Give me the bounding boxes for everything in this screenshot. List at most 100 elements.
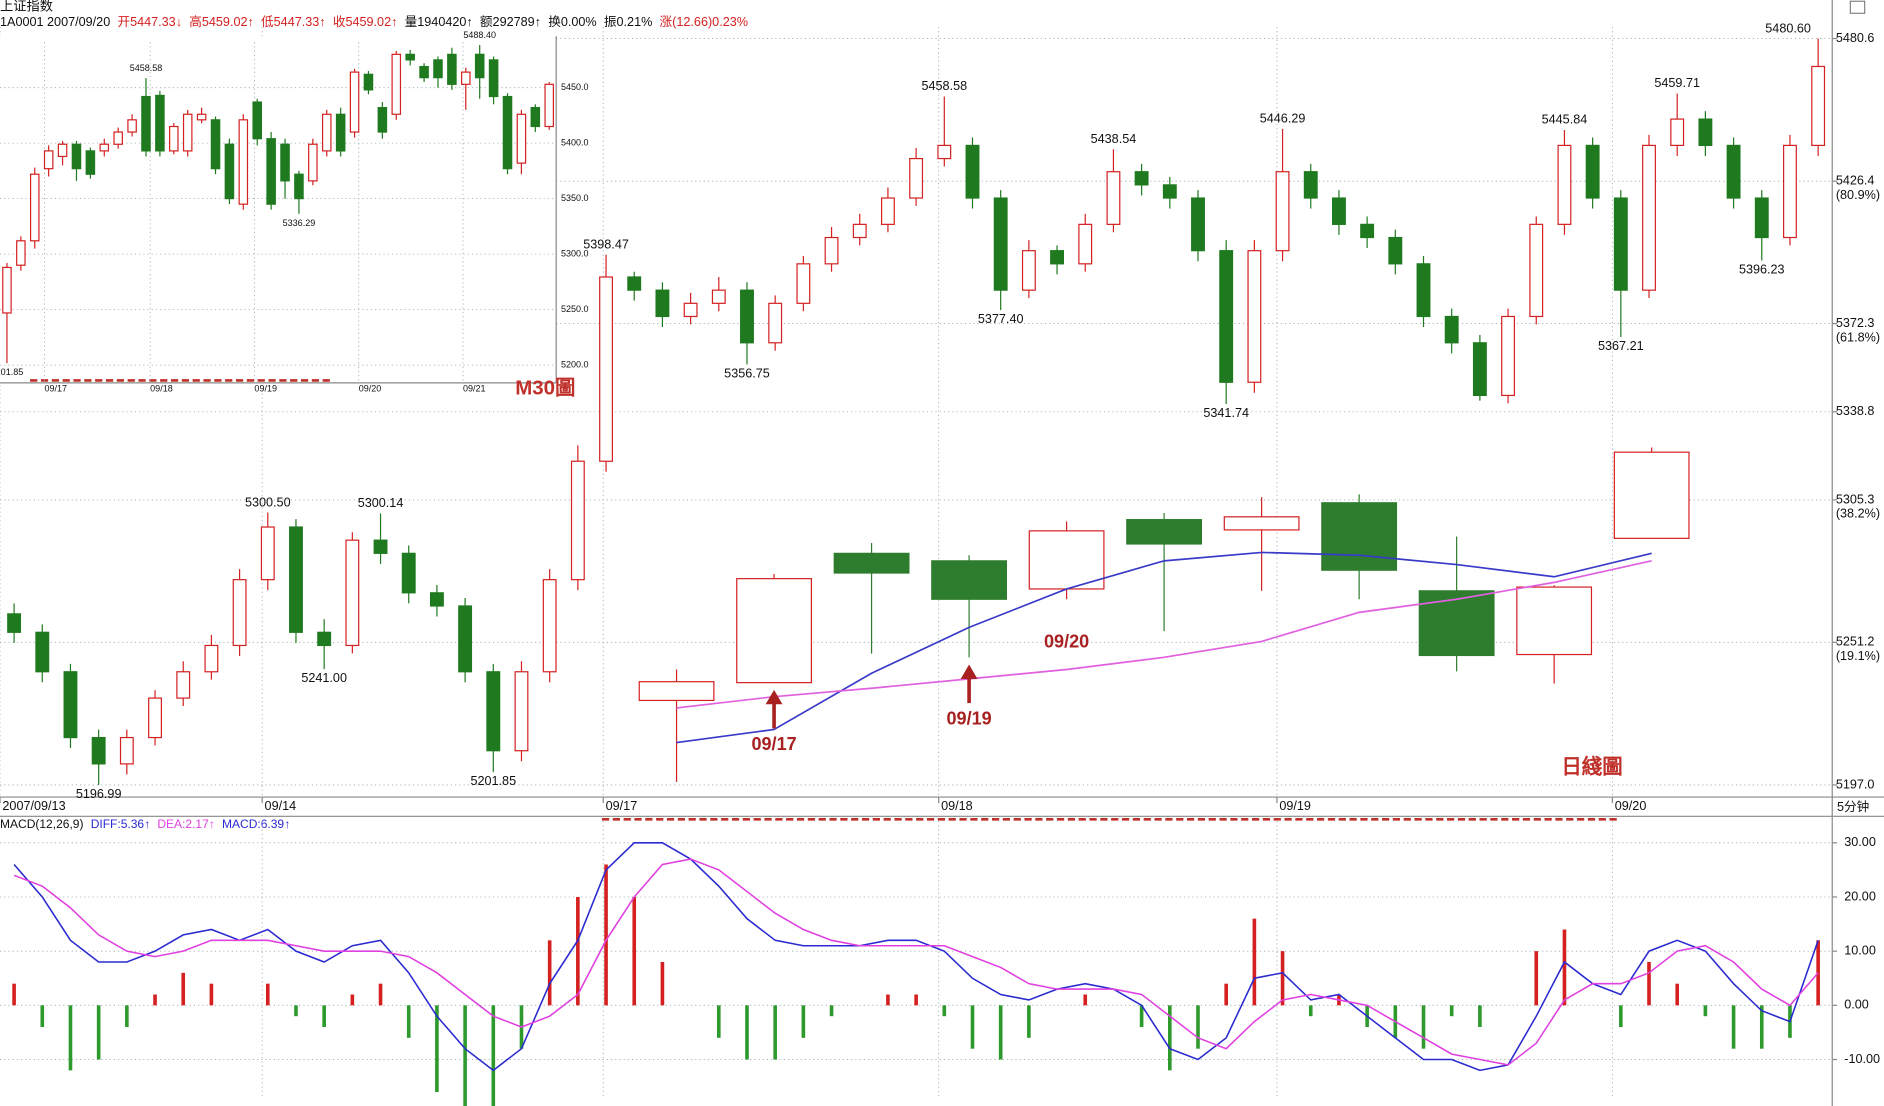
candle-body [308, 143, 318, 182]
daily-inset: 09/17 09/19 09/20 日綫圖 [638, 447, 1690, 782]
candle-body [99, 143, 110, 152]
macd-bar [1449, 1005, 1454, 1017]
macd-line [13, 858, 1819, 1066]
candle-body [266, 138, 276, 205]
candle-body [63, 671, 78, 739]
price-annotation: 5201.85 [0, 367, 23, 377]
macd-bar [1703, 1005, 1708, 1017]
candle-body [1126, 519, 1203, 545]
candle-body [1360, 223, 1375, 239]
macd-bar [1139, 1005, 1144, 1028]
y-tick-note: (38.2%) [1836, 507, 1880, 521]
macd-bar [153, 994, 157, 1006]
candle-body [1642, 144, 1656, 291]
candle-body [1501, 315, 1516, 397]
inset-title: M30圖 [515, 376, 575, 399]
y-tick-label: 30.00 [1844, 835, 1876, 849]
macd-bar [1168, 1005, 1172, 1071]
y-tick-label: 5250.0 [561, 304, 589, 314]
macd-bar [1816, 940, 1820, 1006]
candle-body [1303, 171, 1318, 199]
candle-body [1331, 197, 1346, 225]
macd-bar [378, 983, 383, 1006]
candle-body [419, 65, 429, 79]
candle-body [768, 302, 783, 344]
candle-body [289, 526, 303, 633]
price-annotation: 5356.75 [724, 366, 770, 380]
candle-body [1754, 197, 1769, 239]
candle-body [1444, 315, 1459, 344]
header-item: 高5459.02↑ [189, 14, 254, 29]
macd-bar [406, 1005, 411, 1038]
price-annotation: 5196.99 [76, 787, 122, 801]
macd-panel: MACD(12,26,9) DIFF:5.36↑ DEA:2.17↑ MACD:6.3… [0, 817, 1880, 1106]
x-tick-label: 09/19 [1279, 799, 1311, 813]
candle-body [1516, 586, 1593, 656]
candle-body [824, 236, 839, 265]
candle-body [391, 53, 402, 115]
candle-body [1670, 118, 1685, 147]
candle-body [1472, 342, 1487, 397]
inset-title: 日綫圖 [1561, 755, 1622, 779]
candle-body [655, 289, 670, 318]
candle-body [373, 539, 388, 554]
candle-body [321, 113, 332, 152]
x-tick-label: 09/19 [254, 383, 277, 393]
candle-body [119, 736, 134, 765]
candle-body [1613, 197, 1628, 291]
header-title: 上证指数 [0, 0, 53, 14]
candle-body [433, 59, 443, 79]
candle-body [91, 736, 106, 765]
price-annotation: 5367.21 [1598, 339, 1644, 353]
y-tick-label: 5480.6 [1836, 31, 1875, 45]
candle-body [85, 150, 96, 175]
macd-bar [12, 983, 16, 1006]
candle-body [317, 631, 332, 647]
candle-body [345, 539, 360, 647]
macd-bar [322, 1005, 326, 1028]
candle-body [429, 592, 444, 607]
candle-body [405, 53, 415, 61]
inset-background [0, 36, 557, 386]
window-icon[interactable] [1849, 0, 1866, 14]
y-tick-label: 5305.3 [1836, 492, 1875, 506]
price-annotation: 5446.29 [1260, 112, 1306, 126]
candle-body [1275, 171, 1290, 252]
candle-body [280, 143, 290, 182]
x-unit-label: 5分钟 [1837, 799, 1869, 814]
candle-body [570, 460, 585, 581]
macd-bar [1478, 1005, 1482, 1028]
candle-body [349, 71, 360, 133]
price-panel: 5480.6 5426.4(80.9%) 5372.3(61.8%) 5338.8 53… [0, 21, 1880, 814]
price-annotation: 5438.54 [1091, 132, 1137, 146]
x-tick-label: 09/18 [941, 799, 973, 813]
header-info: 1A0001 2007/09/20 开5447.33↓ 高5459.02↑ 低5447… [0, 14, 748, 29]
macd-bar [40, 1005, 45, 1028]
price-annotation: 5396.23 [1739, 263, 1785, 277]
candle-body [182, 113, 193, 152]
y-tick-note: (61.8%) [1836, 330, 1880, 344]
candle-body [71, 143, 82, 170]
candle-body [740, 289, 754, 344]
y-tick-label: 5350.0 [561, 193, 589, 203]
macd-bar [1731, 1005, 1736, 1049]
price-annotation: 5445.84 [1542, 113, 1588, 127]
candle-body [458, 605, 473, 673]
day-label: 09/20 [1044, 631, 1089, 651]
macd-bar [1647, 962, 1651, 1006]
candle-body [1557, 144, 1572, 225]
candle-body [29, 173, 40, 242]
candle-body [1106, 171, 1121, 225]
macd-bar [1083, 994, 1088, 1006]
macd-bar [1759, 1005, 1764, 1049]
macd-bar [1280, 951, 1285, 1006]
header-item: MACD(12,26,9) [0, 817, 83, 831]
y-tick-label: 5400.0 [561, 138, 589, 148]
candle-body [852, 223, 867, 239]
candle-body [1134, 171, 1149, 186]
x-tick-label: 09/14 [265, 799, 297, 813]
candle-body [1021, 250, 1036, 291]
price-annotation: 5459.71 [1654, 76, 1700, 90]
candle-body [252, 101, 263, 140]
candle-body [937, 144, 952, 160]
